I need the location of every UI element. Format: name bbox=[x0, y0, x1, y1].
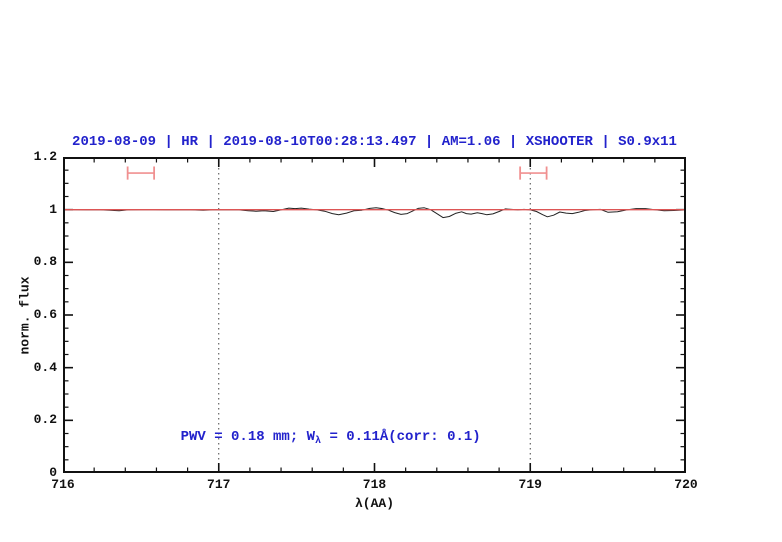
y-tick-label: 1.2 bbox=[33, 149, 57, 164]
y-tick-label: 0.6 bbox=[33, 307, 57, 322]
x-tick-label: 718 bbox=[362, 477, 387, 492]
y-tick-label: 0.4 bbox=[33, 359, 57, 375]
pwv-annotation: PWV = 0.18 mm; Wλ = 0.11Å(corr: 0.1) bbox=[147, 413, 481, 463]
y-axis-title: norm. flux bbox=[17, 276, 33, 355]
spectrum-chart-svg bbox=[62, 156, 687, 474]
pwv-annotation-text-2: = 0.11Å(corr: 0.1) bbox=[321, 429, 481, 445]
plot-frame bbox=[63, 157, 686, 473]
y-tick-label: 1 bbox=[49, 201, 57, 217]
y-tick-label: 0.8 bbox=[33, 254, 57, 270]
x-tick-label: 716 bbox=[51, 477, 75, 492]
y-tick-label: 0.2 bbox=[33, 412, 57, 428]
plot-area bbox=[62, 156, 687, 474]
x-tick-label: 717 bbox=[207, 477, 231, 492]
y-tick-label: 0 bbox=[49, 465, 57, 480]
plot-title: 2019-08-09 | HR | 2019-08-10T00:28:13.49… bbox=[72, 134, 677, 150]
x-axis-title: λ(AA) bbox=[354, 496, 394, 511]
x-tick-label: 720 bbox=[674, 477, 698, 492]
lambda-subscript: λ bbox=[315, 436, 322, 447]
pwv-annotation-text: PWV = 0.18 mm; W bbox=[180, 429, 316, 445]
x-tick-label: 719 bbox=[518, 477, 542, 492]
